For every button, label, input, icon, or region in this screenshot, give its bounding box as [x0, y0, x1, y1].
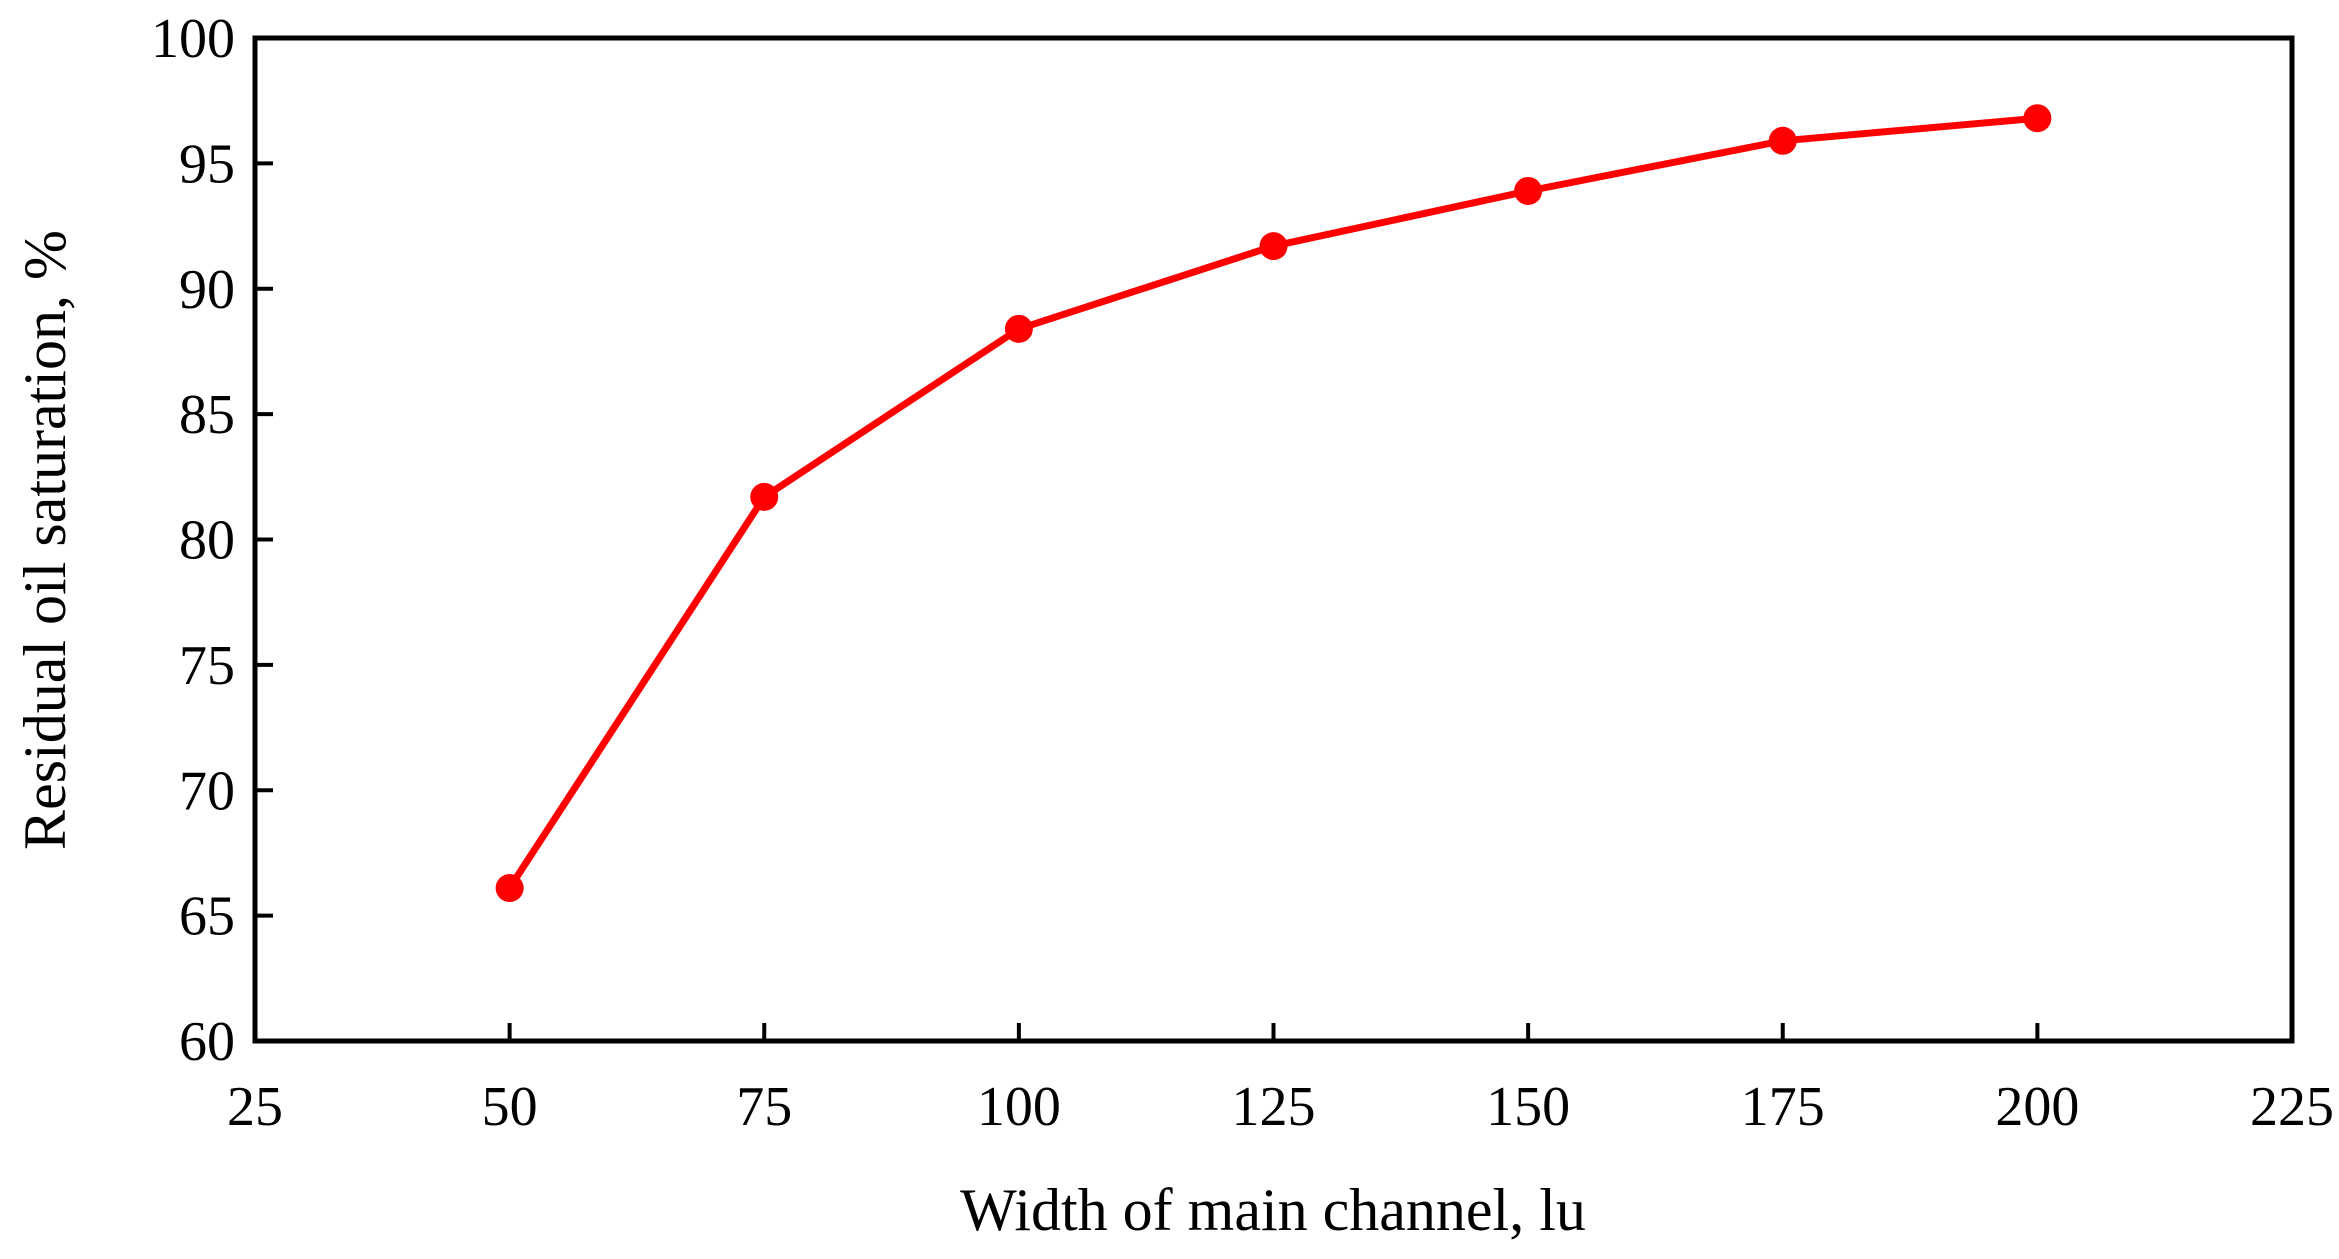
plot-area-frame: [252, 35, 2295, 1044]
y-tick-label: 75: [179, 635, 235, 697]
y-tick-label: 70: [179, 760, 235, 822]
data-point: [1514, 176, 1543, 205]
data-point: [2023, 104, 2052, 133]
x-tick-label: 25: [227, 1076, 283, 1138]
y-tick-label: 80: [179, 510, 235, 572]
y-tick-label: 85: [179, 384, 235, 446]
y-tick-label: 100: [151, 8, 235, 70]
x-tick-label: 150: [1486, 1076, 1570, 1138]
data-point: [1768, 126, 1797, 155]
y-tick-label: 95: [179, 133, 235, 195]
x-axis: 25 50 75 100 125 150 175 200 225: [227, 1023, 2334, 1138]
x-tick-label: 100: [977, 1076, 1061, 1138]
series-layer: [495, 104, 2052, 903]
y-axis: 60 65 70 75 80 85 90 95 100: [151, 8, 273, 1073]
y-axis-title: Residual oil saturation, %: [12, 230, 78, 850]
x-tick-label: 75: [736, 1076, 792, 1138]
y-tick-label: 90: [179, 259, 235, 321]
y-tick-label: 65: [179, 886, 235, 948]
data-point: [1004, 314, 1033, 343]
data-point: [1259, 232, 1288, 261]
x-axis-title: Width of main channel, lu: [960, 1177, 1586, 1243]
x-tick-label: 50: [482, 1076, 538, 1138]
x-tick-label: 225: [2250, 1076, 2334, 1138]
x-tick-label: 175: [1741, 1076, 1825, 1138]
x-tick-label: 125: [1232, 1076, 1316, 1138]
x-tick-label: 200: [1995, 1076, 2079, 1138]
data-point: [750, 482, 779, 511]
y-tick-label: 60: [179, 1011, 235, 1073]
data-point: [495, 874, 524, 903]
